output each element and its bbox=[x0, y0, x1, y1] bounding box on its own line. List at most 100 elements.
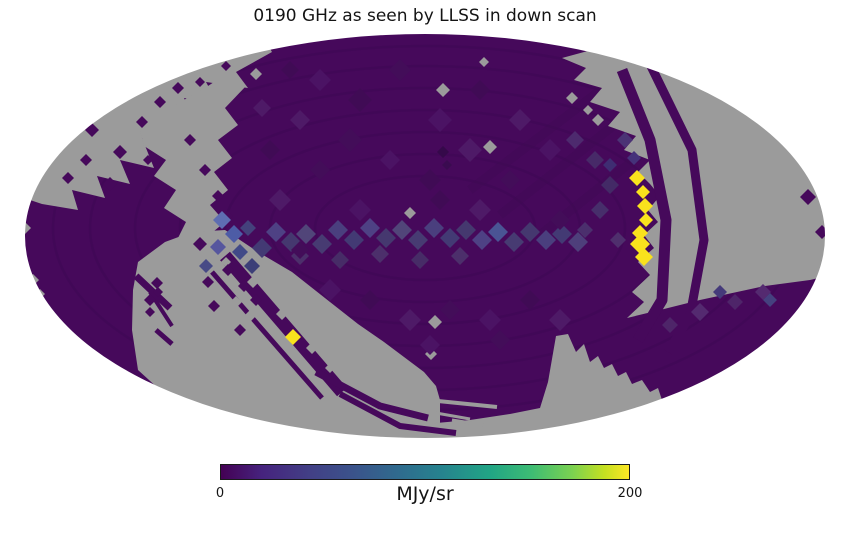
scan-band bbox=[314, 368, 429, 422]
map-pixel bbox=[763, 293, 777, 307]
map-pixel bbox=[424, 218, 444, 238]
map-pixel bbox=[440, 228, 460, 248]
map-pixel bbox=[208, 300, 220, 312]
map-pixel bbox=[360, 290, 380, 310]
map-pixel bbox=[472, 230, 492, 250]
map-pixel bbox=[276, 308, 288, 320]
map-pixel bbox=[213, 211, 231, 229]
map-pixel bbox=[566, 92, 578, 104]
map-pixel bbox=[436, 83, 450, 97]
map-pixel bbox=[290, 110, 310, 130]
map-pixel bbox=[408, 230, 428, 250]
map-pixel bbox=[691, 303, 709, 321]
bright-source bbox=[639, 213, 653, 227]
map-pixel bbox=[360, 218, 380, 238]
map-pixel bbox=[550, 210, 570, 230]
map-pixel bbox=[250, 294, 262, 306]
map-pixel bbox=[479, 309, 501, 331]
map-pixel bbox=[520, 222, 540, 242]
map-pixel bbox=[399, 309, 421, 331]
map-pixel bbox=[549, 309, 571, 331]
map-pixel bbox=[309, 69, 331, 91]
map-pixel bbox=[479, 57, 489, 67]
map-pixel bbox=[238, 280, 250, 292]
map-pixel bbox=[212, 190, 224, 202]
map-pixel bbox=[470, 80, 490, 100]
map-pixel bbox=[253, 99, 271, 117]
map-pixel bbox=[568, 232, 588, 252]
map-pixel bbox=[222, 264, 234, 276]
bright-source bbox=[636, 185, 650, 199]
colorbar-tick-max: 200 bbox=[617, 486, 643, 501]
map-pixel bbox=[456, 220, 476, 240]
scan-band bbox=[154, 328, 174, 346]
map-pixel bbox=[437, 146, 449, 158]
map-pixel bbox=[234, 324, 246, 336]
map-pixel bbox=[539, 139, 561, 161]
map-pixel bbox=[504, 232, 524, 252]
map-pixel bbox=[566, 131, 584, 149]
map-pixel bbox=[306, 342, 318, 354]
map-pixel bbox=[310, 160, 330, 180]
map-pixel bbox=[247, 276, 259, 288]
map-pixel bbox=[260, 140, 280, 160]
map-pixel bbox=[266, 222, 286, 242]
map-pixel bbox=[577, 222, 593, 238]
map-pixel bbox=[440, 300, 460, 320]
colorbar-tick-min: 0 bbox=[215, 486, 225, 501]
map-pixel bbox=[145, 307, 155, 317]
map-pixel bbox=[428, 315, 442, 329]
map-pixel bbox=[80, 154, 92, 166]
map-pixel bbox=[328, 220, 348, 240]
map-pixel bbox=[727, 294, 743, 310]
map-pixel bbox=[240, 220, 256, 236]
map-pixel bbox=[520, 290, 540, 310]
map-pixel bbox=[552, 224, 572, 244]
map-pixel bbox=[195, 77, 205, 87]
scan-band bbox=[220, 251, 347, 397]
map-pixel bbox=[601, 176, 619, 194]
map-pixel bbox=[62, 172, 74, 184]
map-pixel bbox=[603, 158, 617, 172]
map-pixel bbox=[627, 151, 641, 165]
map-pixel bbox=[389, 59, 411, 81]
colorbar-gradient bbox=[220, 464, 630, 480]
map-pixel bbox=[458, 138, 482, 162]
map-pixel bbox=[490, 330, 510, 350]
map-pixel bbox=[430, 190, 450, 210]
map-pixel bbox=[428, 108, 452, 132]
map-pixel bbox=[153, 287, 163, 297]
map-pixel bbox=[338, 128, 362, 152]
map-pixel bbox=[380, 150, 400, 170]
map-pixel bbox=[420, 335, 440, 355]
map-pixel bbox=[371, 245, 389, 263]
map-pixel bbox=[469, 199, 491, 221]
map-pixel bbox=[199, 164, 211, 176]
map-pixel bbox=[349, 199, 371, 221]
map-pixel bbox=[252, 238, 272, 258]
map-pixel bbox=[713, 285, 727, 299]
bright-source bbox=[632, 225, 648, 241]
scan-band bbox=[210, 270, 324, 400]
map-pixel bbox=[202, 276, 214, 288]
map-pixel bbox=[509, 109, 531, 131]
map-pixel bbox=[154, 96, 166, 108]
map-pixel bbox=[411, 251, 429, 269]
map-pixel bbox=[136, 116, 148, 128]
scan-band bbox=[435, 411, 471, 421]
map-pixel bbox=[244, 310, 256, 322]
map-pixel bbox=[583, 105, 593, 115]
map-pixel bbox=[143, 155, 153, 165]
bright-source bbox=[285, 329, 301, 345]
map-pixel bbox=[103, 177, 117, 191]
map-pixel bbox=[151, 277, 163, 289]
map-pixel bbox=[204, 64, 216, 76]
map-pixel bbox=[199, 259, 213, 273]
map-pixel bbox=[219, 317, 229, 327]
map-pixel bbox=[291, 241, 309, 259]
scan-band bbox=[148, 290, 174, 328]
map-pixel bbox=[296, 224, 316, 244]
map-pixel bbox=[800, 189, 816, 205]
map-pixel bbox=[662, 317, 678, 333]
